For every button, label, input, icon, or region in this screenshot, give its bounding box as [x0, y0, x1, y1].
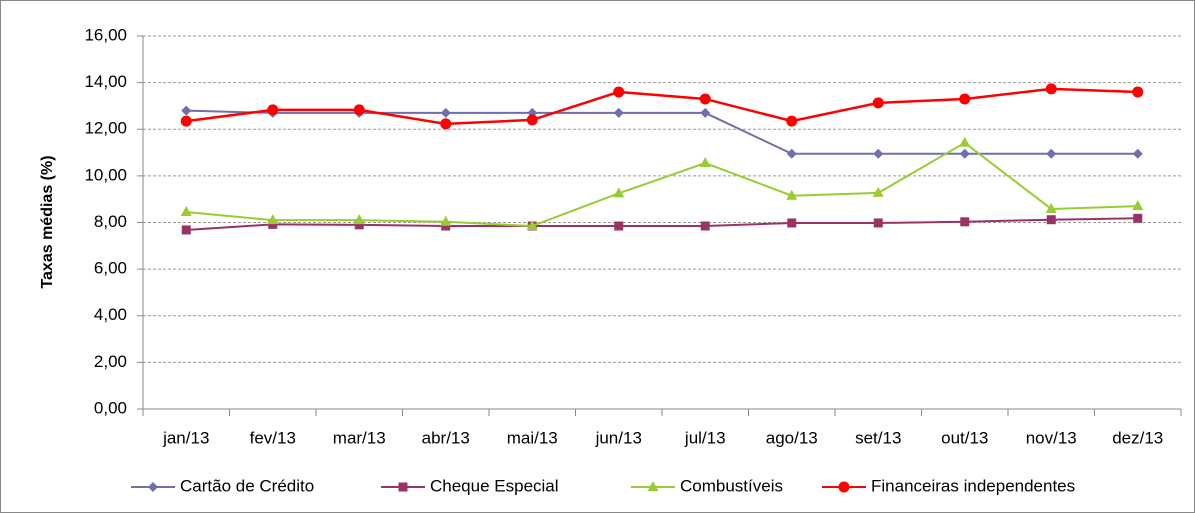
marker [700, 221, 710, 231]
legend-label: Cheque Especial [430, 476, 559, 495]
marker [268, 219, 278, 229]
y-tick-label: 14,00 [84, 72, 127, 91]
marker [1132, 200, 1144, 211]
marker [959, 136, 971, 147]
marker [613, 107, 624, 118]
marker [267, 104, 279, 116]
y-tick-label: 6,00 [94, 259, 127, 278]
marker [960, 217, 970, 227]
x-tick-label: fev/13 [250, 428, 296, 447]
marker [1046, 148, 1057, 159]
x-tick-label: mar/13 [333, 428, 386, 447]
marker [699, 157, 711, 168]
x-tick-label: abr/13 [422, 428, 470, 447]
y-tick-label: 8,00 [94, 212, 127, 231]
marker [526, 114, 538, 126]
marker [1045, 202, 1057, 213]
marker [959, 93, 971, 105]
marker [354, 220, 364, 230]
marker [613, 187, 625, 198]
legend-label: Financeiras independentes [871, 476, 1075, 495]
x-tick-label: jun/13 [595, 428, 642, 447]
marker [786, 148, 797, 159]
x-tick-label: mai/13 [507, 428, 558, 447]
x-tick-label: dez/13 [1112, 428, 1163, 447]
marker [786, 115, 798, 127]
marker [872, 97, 884, 109]
marker [873, 148, 884, 159]
marker [1133, 213, 1143, 223]
x-tick-label: ago/13 [766, 428, 818, 447]
x-tick-label: nov/13 [1026, 428, 1077, 447]
marker [267, 214, 279, 225]
legend-label: Combustíveis [680, 476, 783, 495]
y-tick-label: 16,00 [84, 25, 127, 44]
series-line [186, 217, 1138, 231]
series-line [186, 141, 1138, 228]
marker [959, 148, 970, 159]
marker [699, 93, 711, 105]
marker [787, 218, 797, 228]
marker [353, 214, 365, 225]
marker [440, 215, 452, 226]
x-tick-label: out/13 [941, 428, 988, 447]
y-tick-label: 2,00 [94, 352, 127, 371]
marker [614, 221, 624, 231]
marker [1132, 148, 1143, 159]
marker [786, 189, 798, 200]
marker [1132, 86, 1144, 98]
marker [526, 219, 538, 230]
marker [181, 225, 191, 235]
legend-marker [838, 481, 850, 493]
legend-marker [647, 481, 659, 491]
marker [872, 186, 884, 197]
marker [613, 86, 625, 98]
marker [353, 104, 365, 116]
x-tick-label: jan/13 [162, 428, 209, 447]
marker [440, 118, 452, 130]
legend-marker [398, 482, 408, 492]
marker [181, 105, 192, 116]
y-tick-label: 4,00 [94, 305, 127, 324]
y-tick-label: 10,00 [84, 165, 127, 184]
legend-label: Cartão de Crédito [180, 476, 314, 495]
y-tick-label: 0,00 [94, 398, 127, 417]
y-tick-label: 12,00 [84, 119, 127, 138]
y-axis-label: Taxas médias (%) [39, 155, 56, 288]
marker [441, 221, 451, 231]
x-tick-label: set/13 [855, 428, 901, 447]
marker [180, 115, 192, 127]
marker [700, 107, 711, 118]
x-tick-label: jul/13 [684, 428, 726, 447]
marker [873, 218, 883, 228]
series-line [186, 87, 1138, 126]
marker [180, 206, 192, 217]
marker [1046, 215, 1056, 225]
marker [440, 107, 451, 118]
marker [1045, 83, 1057, 95]
legend-marker [148, 482, 158, 492]
